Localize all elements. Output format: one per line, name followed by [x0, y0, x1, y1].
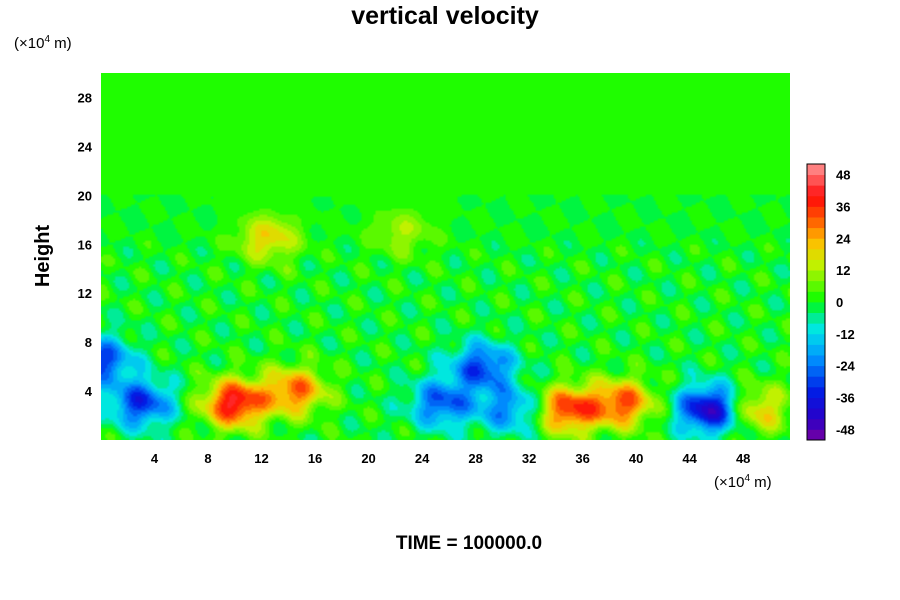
colorbar-cell [807, 195, 825, 207]
x-tick-label: 12 [254, 451, 268, 466]
colorbar-tick-label: 24 [836, 231, 851, 246]
colorbar-tick-label: -12 [836, 327, 855, 342]
x-tick-label: 16 [308, 451, 322, 466]
colorbar-cell [807, 386, 825, 398]
colorbar-cell [807, 429, 825, 441]
colorbar-tick-label: 36 [836, 199, 850, 214]
x-axis-ticks: 4 8 12 16 20 24 28 32 36 40 44 48 [151, 451, 751, 466]
colorbar-cell [807, 355, 825, 367]
colorbar-tick-label: -24 [836, 359, 856, 374]
colorbar-cell [807, 270, 825, 282]
colorbar-cell [807, 164, 825, 176]
y-unit-label: (×104 m) [14, 34, 72, 52]
y-tick-label: 20 [78, 188, 92, 203]
colorbar-cell [807, 291, 825, 303]
x-tick-label: 40 [629, 451, 643, 466]
x-unit-label: (×104 m) [714, 473, 772, 491]
y-tick-label: 8 [85, 335, 92, 350]
colorbar-cell [807, 185, 825, 197]
colorbar-tick-label: -48 [836, 422, 855, 437]
colorbar-cell [807, 248, 825, 260]
time-label: TIME = 100000.0 [396, 533, 542, 554]
x-tick-label: 8 [204, 451, 211, 466]
colorbar-cell [807, 302, 825, 314]
y-tick-label: 4 [85, 384, 93, 399]
colorbar-cell [807, 217, 825, 229]
y-axis-label: Height [32, 225, 54, 288]
colorbar-cell [807, 376, 825, 388]
x-tick-label: 20 [361, 451, 375, 466]
velocity-field [101, 73, 790, 440]
colorbar-frame [806, 163, 826, 441]
colorbar-cell [807, 344, 825, 356]
plot-area [101, 73, 790, 440]
x-tick-label: 4 [151, 451, 159, 466]
colorbar-cell [807, 408, 825, 420]
colorbar-cell [807, 365, 825, 377]
colorbar-cell [807, 259, 825, 271]
x-tick-label: 32 [522, 451, 536, 466]
colorbar-cell [807, 418, 825, 430]
x-tick-label: 48 [736, 451, 750, 466]
colorbar-tick-label: 0 [836, 295, 843, 310]
colorbar-tick-label: 12 [836, 263, 850, 278]
x-tick-label: 44 [682, 451, 697, 466]
colorbar-cell [807, 238, 825, 250]
x-tick-label: 24 [415, 451, 430, 466]
colorbar-cell [807, 312, 825, 324]
colorbar-cell [807, 206, 825, 218]
colorbar: 48 36 24 12 0 -12 -24 -36 -48 [806, 163, 856, 441]
y-axis-ticks: 4 8 12 16 20 24 28 [78, 90, 93, 399]
colorbar-cell [807, 333, 825, 345]
y-tick-label: 28 [78, 90, 92, 105]
y-tick-label: 16 [78, 237, 92, 252]
y-tick-label: 24 [78, 139, 93, 154]
chart-title: vertical velocity [351, 2, 539, 30]
colorbar-cell [807, 174, 825, 186]
colorbar-tick-label: -36 [836, 391, 855, 406]
colorbar-tick-label: 48 [836, 168, 850, 183]
colorbar-cell [807, 280, 825, 292]
x-tick-label: 36 [575, 451, 589, 466]
y-tick-label: 12 [78, 286, 92, 301]
colorbar-cell [807, 397, 825, 409]
colorbar-cell [807, 323, 825, 335]
colorbar-cell [807, 227, 825, 239]
x-tick-label: 28 [468, 451, 482, 466]
